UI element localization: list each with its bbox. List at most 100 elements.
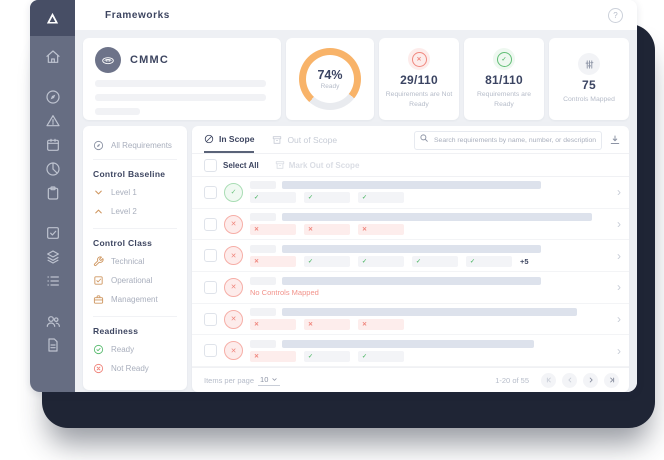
home-icon[interactable] — [45, 49, 61, 65]
filter-not-ready[interactable]: Not Ready — [93, 359, 177, 378]
table-row[interactable]: ✕ ✕ ✕ ✕ › — [192, 209, 629, 241]
wrench-icon — [93, 256, 104, 267]
row-checkbox[interactable] — [204, 249, 217, 263]
select-all-checkbox[interactable] — [204, 158, 217, 172]
control-chip-x: ✕ — [250, 319, 296, 331]
briefcase-icon — [93, 295, 104, 304]
bulk-action-bar: Select All Mark Out of Scope — [192, 154, 629, 177]
row-chevron-icon[interactable]: › — [617, 343, 621, 358]
next-page-button[interactable] — [583, 372, 598, 388]
x-circle-icon: ✕ — [408, 48, 430, 71]
select-all-label[interactable]: Select All — [223, 160, 259, 170]
filter-panel: All Requirements Control Baseline Level … — [83, 126, 187, 390]
table-row[interactable]: ✕ No Controls Mapped › — [192, 272, 629, 304]
layers-icon[interactable] — [45, 249, 61, 265]
last-page-button[interactable] — [604, 372, 619, 388]
search-input[interactable] — [414, 131, 602, 150]
search-box — [414, 129, 602, 150]
previous-page-button[interactable] — [562, 372, 577, 388]
row-checkbox[interactable] — [204, 344, 217, 358]
cmmc-seal-icon — [95, 47, 121, 73]
control-chip-check: ✓ — [412, 255, 458, 267]
control-chip-check: ✓ — [358, 255, 404, 267]
title-skeleton-bar — [282, 339, 534, 348]
row-checkbox[interactable] — [204, 280, 217, 294]
tab-out-of-scope[interactable]: Out of Scope — [272, 126, 337, 153]
app-logo-icon[interactable] — [30, 0, 75, 36]
row-chevron-icon[interactable]: › — [617, 185, 621, 200]
control-chip-x: ✕ — [250, 224, 296, 235]
page-title: Frameworks — [105, 9, 170, 21]
pie-chart-icon[interactable] — [45, 161, 61, 177]
table-row[interactable]: ✕ ✕ ✓ ✓ ✓ ✓ +5 › — [192, 240, 629, 273]
chevron-down-icon — [272, 377, 278, 381]
title-skeleton-bar — [282, 244, 542, 253]
framework-card[interactable]: CMMC — [83, 38, 281, 120]
filter-level-2[interactable]: Level 2 — [93, 202, 177, 221]
row-controls-line: ✓ ✓ ✓ — [250, 192, 610, 204]
check-circle-icon: ✓ — [493, 48, 515, 71]
row-content: ✕ ✕ ✕ — [250, 308, 610, 331]
stat-card-ready: ✓ 81/110 Requirements are Ready — [464, 38, 544, 120]
control-chip-check: ✓ — [304, 350, 350, 362]
rail-nav — [45, 36, 61, 361]
row-chevron-icon[interactable]: › — [617, 280, 621, 295]
tab-in-scope[interactable]: In Scope — [204, 126, 255, 153]
filter-section-heading: Control Class — [93, 238, 153, 248]
calendar-icon[interactable] — [45, 137, 61, 153]
app-window: Frameworks ? CMMC — [30, 0, 637, 392]
compass-icon[interactable] — [45, 89, 61, 105]
row-chevron-icon[interactable]: › — [617, 217, 621, 231]
document-icon[interactable] — [45, 337, 61, 353]
check-circle-icon — [93, 344, 104, 355]
control-chip-check: ✓ — [466, 255, 512, 267]
row-chevron-icon[interactable]: › — [617, 312, 621, 327]
table-row[interactable]: ✕ ✕ ✓ ✓ › — [192, 335, 629, 368]
mark-out-of-scope-button[interactable]: Mark Out of Scope — [275, 160, 359, 170]
row-content: No Controls Mapped — [250, 277, 610, 297]
warning-icon[interactable] — [45, 113, 61, 129]
clipboard-icon[interactable] — [45, 185, 61, 201]
no-controls-mapped-text: No Controls Mapped — [250, 288, 319, 298]
more-controls-count: +5 — [520, 256, 529, 266]
task-check-icon[interactable] — [45, 225, 61, 241]
filter-management[interactable]: Management — [93, 290, 177, 309]
row-checkbox[interactable] — [204, 312, 217, 326]
download-icon[interactable] — [609, 134, 621, 146]
row-title-line — [250, 213, 610, 221]
top-bar: Frameworks ? — [75, 0, 637, 30]
check-square-icon — [94, 276, 103, 285]
filter-ready[interactable]: Ready — [93, 340, 177, 359]
row-checkbox[interactable] — [204, 185, 217, 199]
status-not-ready-icon: ✕ — [224, 309, 243, 329]
nav-rail — [30, 0, 75, 392]
list-icon[interactable] — [45, 273, 61, 289]
filter-all-requirements[interactable]: All Requirements — [93, 136, 177, 160]
table-row[interactable]: ✕ ✕ ✕ ✕ › — [192, 304, 629, 336]
first-page-button[interactable] — [541, 372, 556, 388]
row-content: ✕ ✓ ✓ — [250, 339, 610, 362]
row-controls-line: No Controls Mapped — [250, 288, 610, 297]
title-skeleton-bar — [282, 308, 578, 317]
readiness-donut-card: 74% Ready — [286, 38, 374, 120]
stat-value: 29/110 — [400, 73, 438, 88]
x-circle-icon — [93, 363, 104, 374]
stat-value: 75 — [582, 78, 596, 93]
row-content: ✕ ✓ ✓ ✓ ✓ +5 — [250, 244, 610, 267]
row-checkbox[interactable] — [204, 217, 217, 231]
users-icon[interactable] — [45, 313, 61, 329]
filter-technical[interactable]: Technical — [93, 252, 177, 271]
status-not-ready-icon: ✕ — [224, 246, 243, 266]
table-row[interactable]: ✓ ✓ ✓ ✓ › — [192, 177, 629, 209]
help-icon[interactable]: ? — [608, 7, 623, 23]
filter-operational[interactable]: Operational — [93, 271, 177, 290]
row-controls-line: ✕ ✕ ✕ — [250, 319, 610, 331]
chevron-down-icon — [95, 190, 102, 195]
row-chevron-icon[interactable]: › — [617, 248, 621, 263]
pagination-bar: Items per page 10 1-20 of 55 — [192, 367, 629, 392]
framework-name: CMMC — [130, 54, 170, 66]
filter-level-1[interactable]: Level 1 — [93, 183, 177, 202]
row-title-line — [250, 308, 610, 317]
items-per-page-select[interactable]: 10 — [258, 375, 281, 386]
